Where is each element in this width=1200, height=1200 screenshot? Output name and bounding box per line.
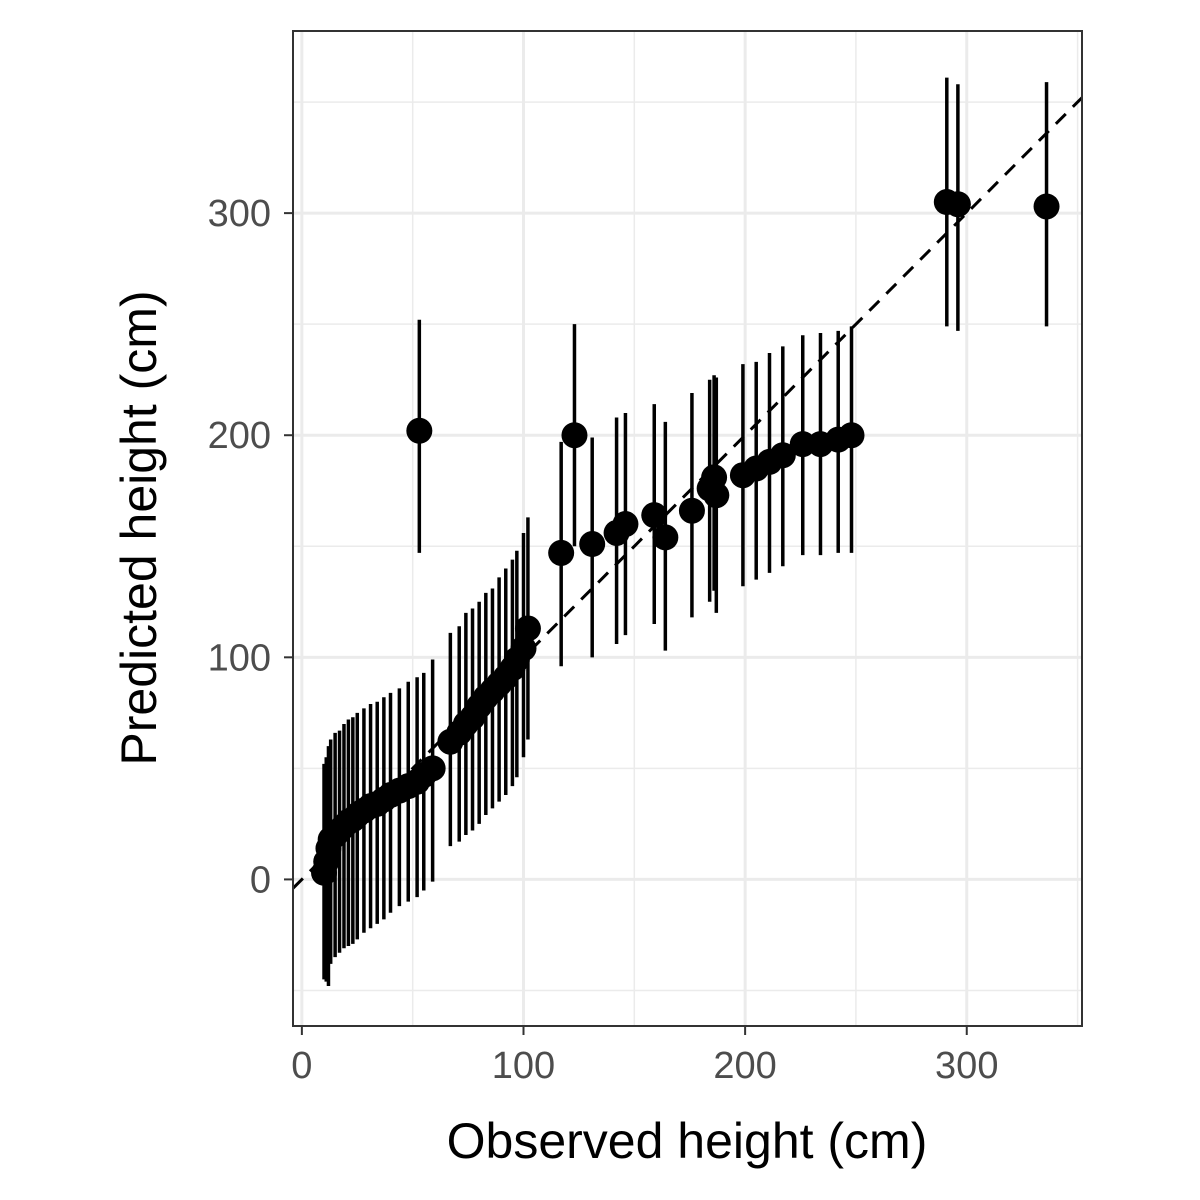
data-point [579,531,605,557]
data-point [548,540,574,566]
x-tick-label: 200 [713,1045,776,1087]
y-tick-label: 0 [250,859,271,901]
y-axis-title: Predicted height (cm) [111,290,167,765]
data-point [641,502,667,528]
x-tick-label: 300 [935,1045,998,1087]
data-point [839,422,865,448]
x-axis-title: Observed height (cm) [447,1113,928,1169]
data-point [420,755,446,781]
data-point [406,418,432,444]
data-point [703,482,729,508]
x-tick-label: 100 [492,1045,555,1087]
data-point [652,524,678,550]
data-point [945,191,971,217]
x-tick-label: 0 [291,1045,312,1087]
y-tick-label: 200 [208,415,271,457]
data-point [561,422,587,448]
y-tick-label: 300 [208,193,271,235]
data-point [1034,193,1060,219]
data-point [515,615,541,641]
data-point [612,511,638,537]
plot-panel [293,31,1082,1026]
y-tick-label: 100 [208,637,271,679]
data-point [679,498,705,524]
